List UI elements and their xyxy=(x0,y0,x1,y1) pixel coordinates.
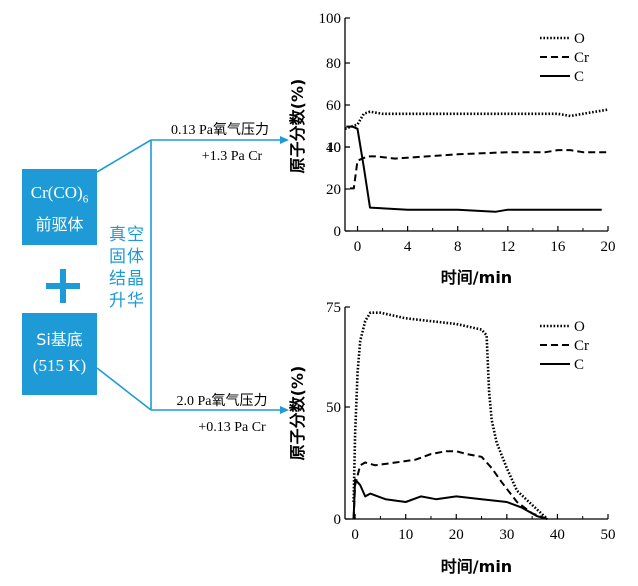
process-label-line: 固体 xyxy=(109,247,145,267)
y-tick-label: 80 xyxy=(326,56,341,72)
y-tick-label: 75 xyxy=(326,300,341,316)
precursor-formula-main: Cr(CO) xyxy=(30,183,83,202)
x-tick-label: 0 xyxy=(354,239,362,255)
y-tick-label: 0 xyxy=(334,512,342,528)
chart-bottom: 0 10 20 30 40 50 0 50 75 时间/min 原子分数(%) O Cr C xyxy=(288,300,616,576)
legend-label: C xyxy=(574,357,584,373)
series-line-c xyxy=(352,478,548,520)
legend: O Cr C xyxy=(540,319,589,373)
connector-bottom-diag xyxy=(96,367,152,411)
x-tick-label: 50 xyxy=(601,527,616,543)
substrate-label: Si基底 xyxy=(36,330,83,349)
series-line-cr xyxy=(350,149,608,190)
connector-lines xyxy=(96,136,289,414)
x-tick-label: 16 xyxy=(550,239,566,255)
y-axis-label: 原子分数(%) xyxy=(288,79,307,174)
x-tick-label: 30 xyxy=(499,527,514,543)
legend-label: C xyxy=(574,69,584,85)
precursor-label: 前驱体 xyxy=(35,215,84,235)
x-tick-label: 8 xyxy=(454,239,462,255)
connector-top-diag xyxy=(96,139,152,173)
x-tick-label: 10 xyxy=(398,527,413,543)
axes xyxy=(344,18,608,232)
x-tick-label: 20 xyxy=(601,239,616,255)
y-tick-label: 100 xyxy=(319,11,342,27)
precursor-formula: Cr(CO)6 xyxy=(22,180,97,212)
y-tick-label: 40 xyxy=(326,140,341,156)
plus-icon xyxy=(46,269,80,303)
process-label-line: 结晶 xyxy=(109,269,145,289)
legend: O Cr C xyxy=(540,31,589,85)
legend-label: Cr xyxy=(574,50,589,66)
x-tick-label: 40 xyxy=(550,527,565,543)
substrate-temp: (515 K) xyxy=(32,356,87,375)
x-axis-label: 时间/min xyxy=(441,557,512,576)
y-tick-label: 50 xyxy=(326,400,341,416)
chart-top: 0 4 8 12 16 20 0 20 40 60 10 80 100 时间/min 原子分数(%) O Cr C xyxy=(288,11,616,287)
legend-label: O xyxy=(574,31,585,47)
branch-top-line2: +1.3 Pa Cr xyxy=(202,149,263,164)
legend-label: Cr xyxy=(574,338,589,354)
process-label-line: 升华 xyxy=(109,291,145,311)
series-line-cr xyxy=(352,450,548,520)
y-tick-label: 10 xyxy=(326,140,341,156)
precursor-formula-sub: 6 xyxy=(82,193,89,206)
x-tick-label: 20 xyxy=(449,527,464,543)
y-tick-label: 0 xyxy=(334,224,342,240)
substrate-box: Si基底 (515 K) xyxy=(22,313,97,395)
series-line-c xyxy=(346,125,602,213)
branch-top-line1: 0.13 Pa氧气压力 xyxy=(171,122,269,138)
y-tick-label: 20 xyxy=(326,182,341,198)
branch-bottom-line1: 2.0 Pa氧气压力 xyxy=(177,393,268,409)
branch-bottom-line2: +0.13 Pa Cr xyxy=(198,420,266,435)
x-tick-label: 12 xyxy=(500,239,515,255)
y-tick-label: 60 xyxy=(326,98,341,114)
y-axis-label: 原子分数(%) xyxy=(288,366,307,461)
x-tick-label: 4 xyxy=(404,239,412,255)
precursor-box: Cr(CO)6 前驱体 xyxy=(22,169,97,245)
x-tick-label: 0 xyxy=(351,527,359,543)
arrowhead-bottom xyxy=(280,406,289,414)
x-axis-label: 时间/min xyxy=(441,268,512,287)
legend-label: O xyxy=(574,319,585,335)
process-label-line: 真空 xyxy=(109,225,145,245)
arrowhead-top xyxy=(280,136,289,144)
series-line-o xyxy=(344,108,609,131)
axes xyxy=(344,307,608,520)
series-line-o xyxy=(352,311,549,520)
process-label: 真空 固体 结晶 升华 xyxy=(109,224,145,312)
